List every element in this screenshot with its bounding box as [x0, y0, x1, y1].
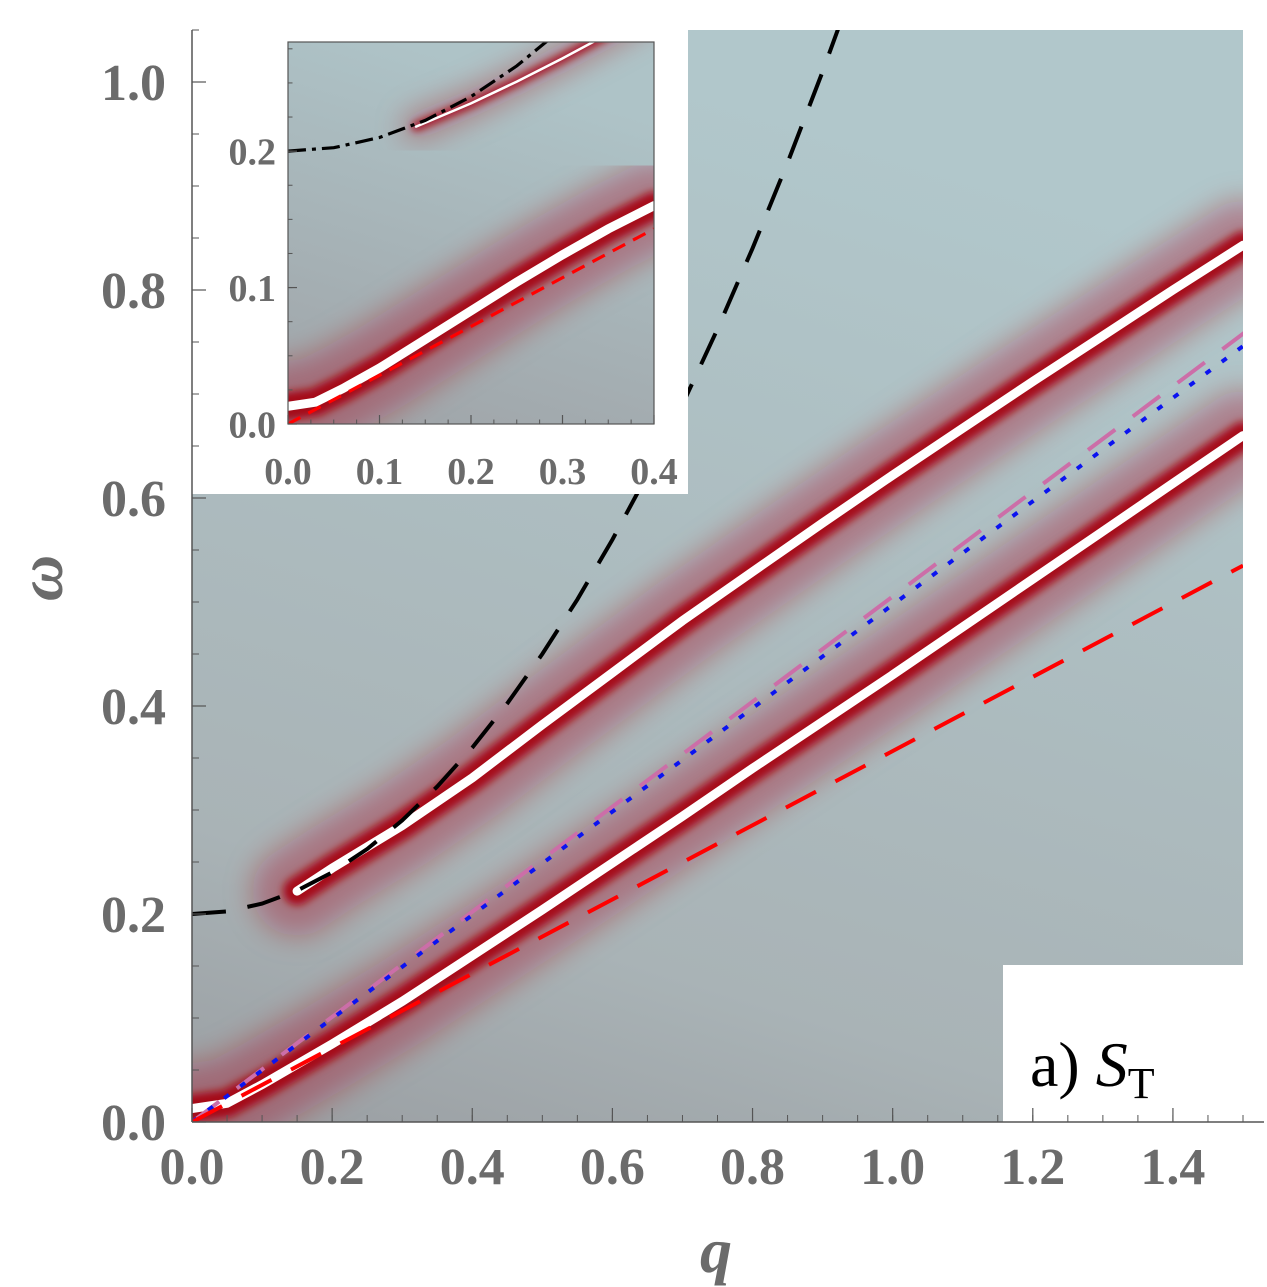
main-y-tick-label: 0.6 [101, 471, 166, 528]
main-series-lower-bright-branch-ridge [192, 431, 1243, 1113]
inset-series-red-dashed-line [288, 227, 654, 424]
main-y-tick-label: 0.8 [101, 263, 166, 320]
panel-label-symbol: S [1096, 1029, 1128, 1100]
inset-y-tick-label: 0.2 [229, 131, 277, 173]
panel-label-box [1003, 965, 1265, 1123]
x-axis-title: q [700, 1215, 732, 1286]
y-axis-title: ω [5, 555, 76, 601]
inset-x-tick-label: 0.2 [447, 451, 495, 493]
main-y-tick-label: 0.4 [101, 679, 166, 736]
inset-x-tick-label: 0.3 [539, 451, 587, 493]
main-axes [191, 30, 1264, 1123]
main-x-tick-label: 0.2 [300, 1139, 365, 1196]
main-x-tick-label: 0.8 [720, 1139, 785, 1196]
main-series-upper-bright-branch-ridge [292, 240, 1243, 896]
inset-x-tick-label: 0.1 [356, 451, 404, 493]
panel-label: a) ST [1030, 1029, 1155, 1108]
inset-x-tick-label: 0.0 [264, 451, 312, 493]
panel-label-subscript: T [1128, 1059, 1155, 1108]
inset-x-tick-label: 0.4 [630, 451, 678, 493]
main-y-tick-label: 0.2 [101, 887, 166, 944]
main-x-tick-label: 0.0 [160, 1139, 225, 1196]
panel-label-prefix: a) [1030, 1029, 1096, 1100]
main-x-tick-label: 1.4 [1140, 1139, 1205, 1196]
inset-ticks: 0.0 0.1 0.2 0.3 0.4 0.0 0.1 0.2 [229, 48, 678, 493]
main-x-tick-label: 1.2 [1000, 1139, 1065, 1196]
main-series-red-dashed-line [192, 563, 1243, 1122]
inset-series-black-dash-dot-line [288, 42, 549, 153]
main-x-tick-label: 0.6 [580, 1139, 645, 1196]
main-y-tick-label: 0.0 [101, 1095, 166, 1152]
inset-series-upper-branch-ridge [414, 42, 596, 128]
main-x-tick-label: 1.0 [860, 1139, 925, 1196]
main-series-blue-dotted-line [192, 343, 1243, 1122]
inset-y-tick-label: 0.1 [229, 268, 277, 310]
main-ticks: 0.0 0.2 0.4 0.6 0.8 1.0 1.2 1.4 0.0 0.2 0.4 0.6 0.8 1… [101, 29, 1244, 1196]
main-y-tick-label: 1.0 [101, 55, 166, 112]
inset-plot-area [288, 42, 654, 424]
main-series-black-dashed-line [192, 30, 840, 916]
main-plot-area [192, 30, 1243, 1122]
inset-y-tick-label: 0.0 [229, 404, 277, 446]
main-x-tick-label: 0.4 [440, 1139, 505, 1196]
inset-series-lower-branch-ridge [288, 201, 654, 411]
